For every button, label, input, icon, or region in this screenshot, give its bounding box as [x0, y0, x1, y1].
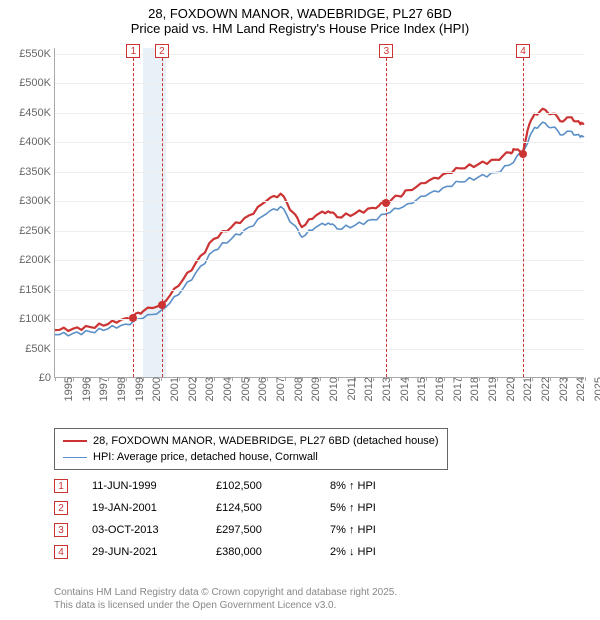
- event-row: 2 19-JAN-2001 £124,500 5% ↑ HPI: [54, 497, 420, 519]
- x-axis-tick: [179, 377, 180, 381]
- chart-container: £0 £50K £100K £150K £200K £250K £300K £350K £400…: [8, 40, 592, 420]
- event-delta: 8% ↑ HPI: [330, 480, 420, 492]
- chart-title-block: 28, FOXDOWN MANOR, WADEBRIDGE, PL27 6BD …: [0, 0, 600, 36]
- legend-swatch: [63, 457, 87, 458]
- event-row: 1 11-JUN-1999 £102,500 8% ↑ HPI: [54, 475, 420, 497]
- event-price: £102,500: [216, 480, 306, 492]
- y-axis-label: £150K: [19, 284, 55, 296]
- x-axis-tick: [143, 377, 144, 381]
- y-axis-label: £50K: [25, 343, 55, 355]
- x-axis-tick: [267, 377, 268, 381]
- legend-row: HPI: Average price, detached house, Corn…: [63, 449, 439, 465]
- x-axis-tick: [550, 377, 551, 381]
- plot-area: £0£50K£100K£150K£200K£250K£300K£350K£400…: [54, 48, 584, 378]
- event-price: £297,500: [216, 524, 306, 536]
- footer-line2: This data is licensed under the Open Gov…: [54, 599, 397, 612]
- x-axis-tick: [479, 377, 480, 381]
- x-axis-tick: [108, 377, 109, 381]
- event-number: 3: [54, 523, 68, 537]
- x-axis-tick: [302, 377, 303, 381]
- x-axis-tick: [161, 377, 162, 381]
- x-axis-tick: [285, 377, 286, 381]
- legend-label: 28, FOXDOWN MANOR, WADEBRIDGE, PL27 6BD …: [93, 433, 439, 449]
- event-row: 3 03-OCT-2013 £297,500 7% ↑ HPI: [54, 519, 420, 541]
- x-axis-tick: [232, 377, 233, 381]
- x-axis-tick: [320, 377, 321, 381]
- y-axis-label: £250K: [19, 225, 55, 237]
- x-axis-tick: [214, 377, 215, 381]
- event-delta: 2% ↓ HPI: [330, 546, 420, 558]
- title-address: 28, FOXDOWN MANOR, WADEBRIDGE, PL27 6BD: [0, 6, 600, 21]
- event-number: 2: [54, 501, 68, 515]
- event-dashed-line: [523, 48, 524, 377]
- event-marker-dot: [129, 314, 137, 322]
- x-axis-tick: [355, 377, 356, 381]
- x-axis-tick: [126, 377, 127, 381]
- legend-swatch: [63, 440, 87, 442]
- event-delta: 7% ↑ HPI: [330, 524, 420, 536]
- x-axis-tick: [514, 377, 515, 381]
- y-axis-label: £0: [39, 372, 55, 384]
- x-axis-tick: [444, 377, 445, 381]
- x-axis-tick: [426, 377, 427, 381]
- x-axis-label: 2025: [589, 377, 600, 401]
- events-table: 1 11-JUN-1999 £102,500 8% ↑ HPI 2 19-JAN-2001…: [54, 475, 420, 563]
- legend-box: 28, FOXDOWN MANOR, WADEBRIDGE, PL27 6BD …: [54, 428, 448, 470]
- x-axis-tick: [532, 377, 533, 381]
- event-price: £380,000: [216, 546, 306, 558]
- event-price: £124,500: [216, 502, 306, 514]
- event-date: 29-JUN-2021: [92, 546, 192, 558]
- x-axis-tick: [567, 377, 568, 381]
- event-marker-dot: [158, 301, 166, 309]
- event-marker-number: 3: [379, 44, 393, 58]
- x-axis-tick: [55, 377, 56, 381]
- event-dashed-line: [133, 48, 134, 377]
- legend-row: 28, FOXDOWN MANOR, WADEBRIDGE, PL27 6BD …: [63, 433, 439, 449]
- event-date: 03-OCT-2013: [92, 524, 192, 536]
- x-axis-tick: [585, 377, 586, 381]
- event-dashed-line: [162, 48, 163, 377]
- legend-label: HPI: Average price, detached house, Corn…: [93, 449, 318, 465]
- x-axis-tick: [391, 377, 392, 381]
- event-number: 4: [54, 545, 68, 559]
- event-marker-number: 1: [126, 44, 140, 58]
- y-axis-label: £300K: [19, 195, 55, 207]
- footer-attribution: Contains HM Land Registry data © Crown c…: [54, 586, 397, 612]
- y-axis-label: £100K: [19, 313, 55, 325]
- x-axis-tick: [408, 377, 409, 381]
- x-axis-tick: [373, 377, 374, 381]
- y-axis-label: £550K: [19, 48, 55, 60]
- event-dashed-line: [386, 48, 387, 377]
- footer-line1: Contains HM Land Registry data © Crown c…: [54, 586, 397, 599]
- y-axis-label: £350K: [19, 166, 55, 178]
- event-delta: 5% ↑ HPI: [330, 502, 420, 514]
- x-axis-tick: [338, 377, 339, 381]
- event-date: 11-JUN-1999: [92, 480, 192, 492]
- x-axis-tick: [196, 377, 197, 381]
- y-axis-label: £500K: [19, 77, 55, 89]
- y-axis-label: £400K: [19, 136, 55, 148]
- y-axis-label: £200K: [19, 254, 55, 266]
- event-marker-dot: [382, 199, 390, 207]
- x-axis-tick: [90, 377, 91, 381]
- y-axis-label: £450K: [19, 107, 55, 119]
- event-marker-dot: [519, 150, 527, 158]
- x-axis-tick: [461, 377, 462, 381]
- title-subtitle: Price paid vs. HM Land Registry's House …: [0, 21, 600, 36]
- x-axis-tick: [73, 377, 74, 381]
- event-row: 4 29-JUN-2021 £380,000 2% ↓ HPI: [54, 541, 420, 563]
- x-axis-tick: [249, 377, 250, 381]
- event-date: 19-JAN-2001: [92, 502, 192, 514]
- event-marker-number: 2: [155, 44, 169, 58]
- event-number: 1: [54, 479, 68, 493]
- event-marker-number: 4: [516, 44, 530, 58]
- x-axis-tick: [497, 377, 498, 381]
